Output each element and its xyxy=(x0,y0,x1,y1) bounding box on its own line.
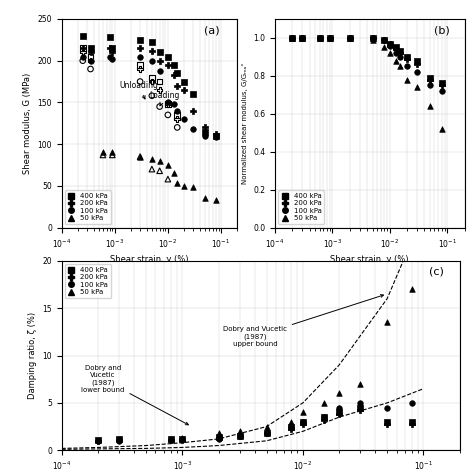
Y-axis label: Shear modulus, G (MPa): Shear modulus, G (MPa) xyxy=(23,73,32,174)
Point xyxy=(115,435,123,443)
Point xyxy=(236,432,244,440)
Point xyxy=(369,34,376,42)
Point xyxy=(288,34,296,42)
Point xyxy=(287,423,295,430)
Text: Dobry and
Vucetic
(1987)
lower bound: Dobry and Vucetic (1987) lower bound xyxy=(81,365,188,425)
Point xyxy=(148,155,155,163)
Point xyxy=(178,435,186,443)
Point xyxy=(190,90,197,98)
Point xyxy=(299,34,306,42)
Point xyxy=(156,67,164,74)
Point xyxy=(106,45,113,52)
Point xyxy=(180,182,188,190)
Point xyxy=(87,57,94,64)
Point xyxy=(386,40,393,47)
Point xyxy=(170,170,178,177)
Y-axis label: Damping ratio, ζ (%): Damping ratio, ζ (%) xyxy=(27,312,36,399)
Point xyxy=(164,100,172,108)
Point xyxy=(156,48,164,56)
Point xyxy=(109,151,116,159)
Point xyxy=(173,82,181,90)
Point xyxy=(288,34,296,42)
Point xyxy=(173,115,181,123)
Point xyxy=(79,45,87,52)
Point xyxy=(212,196,219,204)
Point xyxy=(392,44,400,51)
Point xyxy=(336,390,343,397)
Point xyxy=(115,437,123,445)
Point xyxy=(346,34,354,42)
Point xyxy=(316,34,323,42)
Point xyxy=(408,418,416,426)
Point xyxy=(386,42,393,49)
Point xyxy=(87,48,94,56)
Point xyxy=(178,434,186,442)
Point xyxy=(288,34,296,42)
Point xyxy=(336,410,343,418)
Point xyxy=(346,34,354,42)
Point xyxy=(109,149,116,156)
Point xyxy=(148,38,155,46)
X-axis label: Shear strain, γ (%): Shear strain, γ (%) xyxy=(330,255,409,264)
Point xyxy=(403,76,411,83)
Point xyxy=(299,420,307,428)
Point xyxy=(426,76,434,83)
Point xyxy=(87,53,94,60)
Point xyxy=(263,423,270,430)
Point xyxy=(173,107,181,115)
Point xyxy=(320,399,328,407)
Point xyxy=(201,128,209,136)
Point xyxy=(170,71,178,79)
Point xyxy=(167,436,174,444)
Point xyxy=(201,132,209,139)
Point xyxy=(156,103,164,110)
Point xyxy=(263,429,270,437)
Point xyxy=(212,134,219,141)
Point xyxy=(326,34,334,42)
Point xyxy=(316,34,323,42)
Point xyxy=(164,61,172,69)
Point xyxy=(79,45,87,52)
Point xyxy=(173,111,181,118)
Point xyxy=(438,125,446,133)
Point xyxy=(190,107,197,115)
Point xyxy=(403,53,411,61)
Point xyxy=(263,429,270,437)
Text: Loading: Loading xyxy=(149,91,180,106)
Point xyxy=(109,45,116,52)
Point xyxy=(392,49,400,57)
Point xyxy=(356,380,364,388)
Point xyxy=(109,48,116,56)
Point xyxy=(148,73,155,81)
Point xyxy=(383,404,391,411)
Point xyxy=(299,34,306,42)
Point xyxy=(190,125,197,133)
Point xyxy=(106,34,113,41)
Point xyxy=(137,53,144,60)
Point xyxy=(381,36,388,44)
Point xyxy=(164,100,172,108)
Point xyxy=(369,34,376,42)
Point xyxy=(137,65,144,73)
Point xyxy=(320,413,328,421)
Point xyxy=(167,435,174,443)
Point xyxy=(167,436,174,444)
Point xyxy=(403,63,411,70)
Point xyxy=(381,44,388,51)
Point xyxy=(396,53,404,61)
Point xyxy=(190,184,197,191)
Point xyxy=(79,48,87,56)
Point xyxy=(426,82,434,89)
Legend: 400 kPa, 200 kPa, 100 kPa, 50 kPa: 400 kPa, 200 kPa, 100 kPa, 50 kPa xyxy=(65,191,111,224)
Point xyxy=(403,55,411,63)
Point xyxy=(426,102,434,110)
Point xyxy=(215,435,222,443)
Point xyxy=(326,34,334,42)
Point xyxy=(369,36,376,44)
Point xyxy=(326,34,334,42)
Point xyxy=(99,149,107,156)
Point xyxy=(137,153,144,160)
Point xyxy=(164,99,172,106)
Point xyxy=(170,61,178,69)
Point xyxy=(386,40,393,47)
